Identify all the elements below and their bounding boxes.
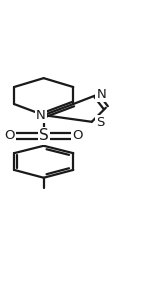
Text: N: N (36, 109, 46, 122)
Text: O: O (4, 129, 15, 142)
Text: O: O (73, 129, 83, 142)
Text: S: S (96, 116, 105, 129)
Text: N: N (96, 88, 106, 101)
Text: S: S (39, 128, 49, 143)
